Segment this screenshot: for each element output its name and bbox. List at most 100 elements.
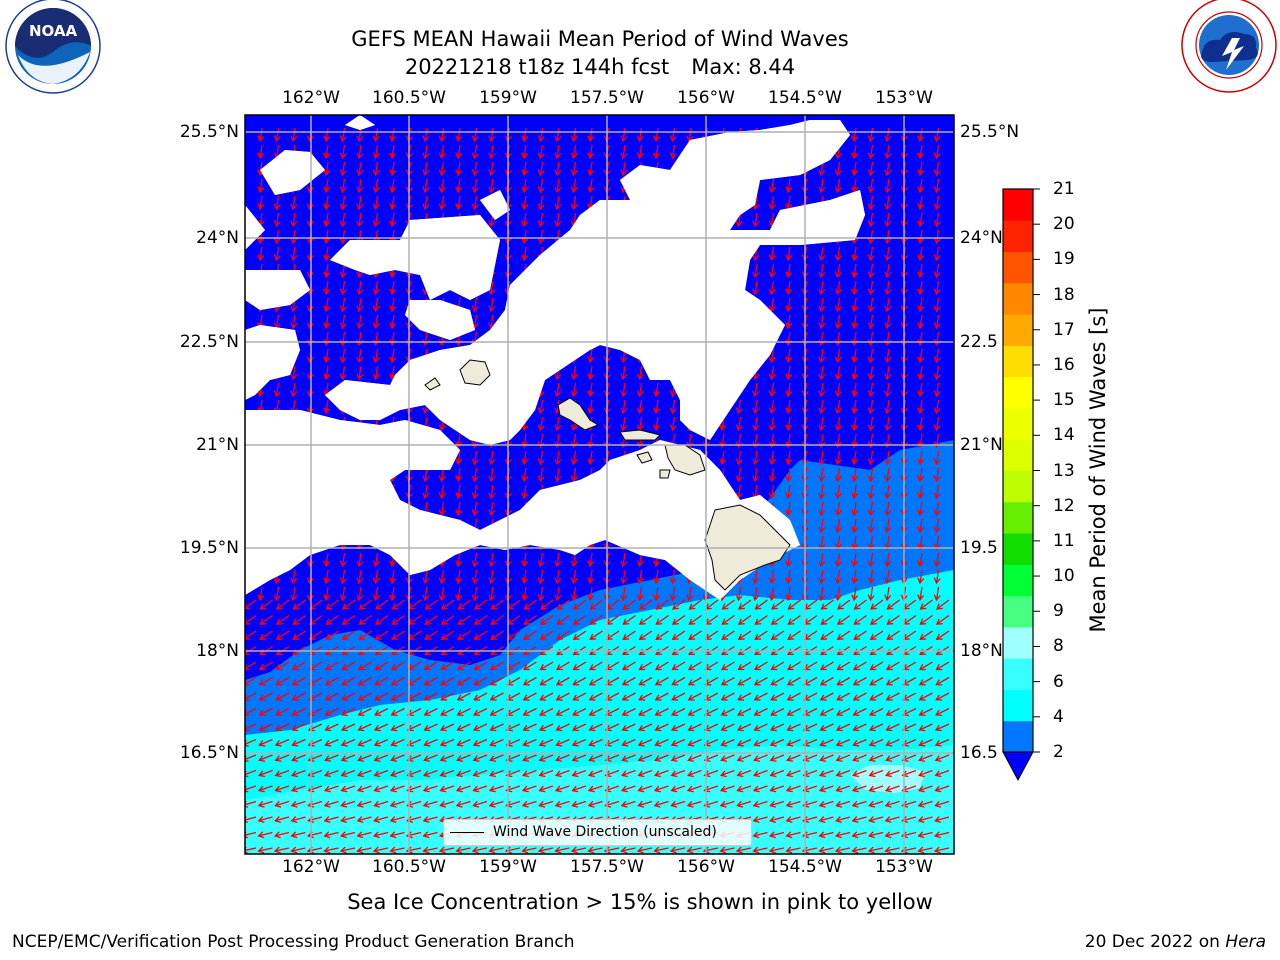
- wave-direction-arrow: [768, 450, 776, 466]
- wave-direction-arrow: [372, 846, 389, 854]
- wave-direction-arrow: [455, 144, 463, 160]
- wave-direction-arrow: [917, 229, 925, 245]
- wave-direction-arrow: [834, 399, 842, 415]
- wave-direction-arrow: [357, 707, 372, 717]
- wave-direction-arrow: [818, 552, 826, 568]
- wave-direction-arrow: [737, 661, 752, 671]
- wave-direction-arrow: [785, 467, 793, 483]
- wave-direction-arrow: [389, 144, 397, 160]
- wave-direction-arrow: [587, 178, 595, 194]
- wave-direction-arrow: [257, 816, 273, 823]
- wave-direction-arrow: [423, 676, 438, 686]
- wave-direction-arrow: [439, 738, 455, 747]
- wave-direction-arrow: [867, 127, 875, 143]
- wave-direction-arrow: [786, 661, 801, 671]
- wave-direction-arrow: [324, 707, 339, 717]
- wave-direction-arrow: [537, 178, 545, 194]
- wave-direction-arrow: [406, 754, 422, 762]
- wave-direction-arrow: [753, 661, 768, 671]
- wave-direction-arrow: [819, 661, 834, 671]
- wave-direction-arrow: [341, 661, 356, 671]
- wave-direction-arrow: [488, 586, 496, 602]
- wave-direction-arrow: [290, 246, 298, 262]
- wave-direction-arrow: [258, 692, 273, 701]
- wave-direction-arrow: [471, 586, 479, 602]
- wave-direction-arrow: [785, 846, 801, 854]
- wave-direction-arrow: [438, 467, 446, 483]
- wave-direction-arrow: [523, 630, 537, 640]
- wave-direction-arrow: [439, 723, 455, 732]
- wave-direction-arrow: [636, 586, 644, 602]
- wave-direction-arrow: [720, 661, 735, 671]
- wave-direction-arrow: [537, 144, 545, 160]
- wave-direction-arrow: [290, 212, 298, 228]
- wave-direction-arrow: [440, 614, 455, 625]
- wave-direction-arrow: [834, 586, 842, 602]
- wave-direction-arrow: [653, 144, 661, 160]
- footer-credit: NCEP/EMC/Verification Post Processing Pr…: [12, 932, 575, 952]
- wave-direction-arrow: [455, 552, 463, 568]
- wave-direction-arrow: [324, 738, 339, 747]
- wave-direction-arrow: [259, 599, 273, 610]
- wave-direction-arrow: [390, 723, 405, 732]
- wave-direction-arrow: [357, 676, 372, 686]
- wave-direction-arrow: [488, 144, 496, 160]
- wave-direction-arrow: [802, 785, 818, 793]
- wave-direction-arrow: [521, 769, 537, 778]
- wave-direction-arrow: [291, 692, 306, 701]
- wave-direction-arrow: [885, 692, 900, 701]
- wave-direction-arrow: [620, 785, 636, 793]
- wave-direction-arrow: [768, 280, 776, 296]
- wave-direction-arrow: [471, 144, 479, 160]
- wave-direction-arrow: [356, 280, 364, 296]
- wave-direction-arrow: [339, 161, 347, 177]
- wave-direction-arrow: [273, 195, 281, 211]
- wave-direction-arrow: [587, 785, 603, 793]
- wave-direction-arrow: [834, 467, 842, 483]
- wave-direction-arrow: [554, 785, 570, 793]
- wave-direction-arrow: [721, 614, 735, 625]
- wave-direction-arrow: [275, 707, 290, 717]
- wave-direction-arrow: [339, 586, 347, 602]
- wave-direction-arrow: [703, 738, 719, 747]
- colorbar-segment: [1003, 407, 1033, 440]
- wave-direction-arrow: [340, 754, 356, 762]
- wave-direction-arrow: [325, 630, 339, 640]
- wave-direction-arrow: [424, 630, 438, 640]
- wave-direction-arrow: [273, 212, 281, 228]
- colorbar-tick-label: 20: [1053, 214, 1075, 235]
- wave-direction-arrow: [274, 785, 290, 793]
- wave-direction-arrow: [768, 467, 776, 483]
- wave-direction-arrow: [572, 676, 587, 686]
- wave-direction-arrow: [770, 599, 785, 610]
- wave-direction-arrow: [471, 846, 488, 854]
- wave-direction-arrow: [785, 552, 793, 568]
- wave-direction-arrow: [488, 314, 496, 330]
- wave-direction-arrow: [753, 707, 768, 717]
- wave-direction-arrow: [884, 416, 892, 432]
- wave-direction-arrow: [818, 161, 826, 177]
- wave-direction-arrow: [752, 467, 760, 483]
- wave-direction-arrow: [488, 450, 496, 466]
- wave-direction-arrow: [537, 127, 545, 143]
- wave-direction-arrow: [785, 785, 801, 793]
- wave-direction-arrow: [852, 738, 867, 747]
- wave-direction-arrow: [554, 416, 562, 432]
- wave-direction-arrow: [935, 661, 950, 671]
- wave-direction-arrow: [290, 195, 298, 211]
- wave-direction-arrow: [834, 280, 842, 296]
- wave-direction-arrow: [489, 661, 504, 671]
- wave-direction-arrow: [372, 586, 380, 602]
- wave-direction-arrow: [587, 800, 603, 808]
- wave-direction-arrow: [802, 769, 818, 778]
- wave-direction-arrow: [868, 723, 884, 732]
- wave-direction-arrow: [819, 707, 834, 717]
- lat-label-right: 19.5: [960, 538, 998, 558]
- wave-direction-arrow: [620, 127, 628, 143]
- wave-direction-arrow: [570, 161, 578, 177]
- wave-direction-arrow: [933, 399, 941, 415]
- colorbar-tick-label: 12: [1053, 495, 1075, 516]
- wave-direction-arrow: [768, 484, 776, 500]
- wave-direction-arrow: [917, 535, 925, 551]
- noaa-logo: NOAA: [5, 0, 101, 94]
